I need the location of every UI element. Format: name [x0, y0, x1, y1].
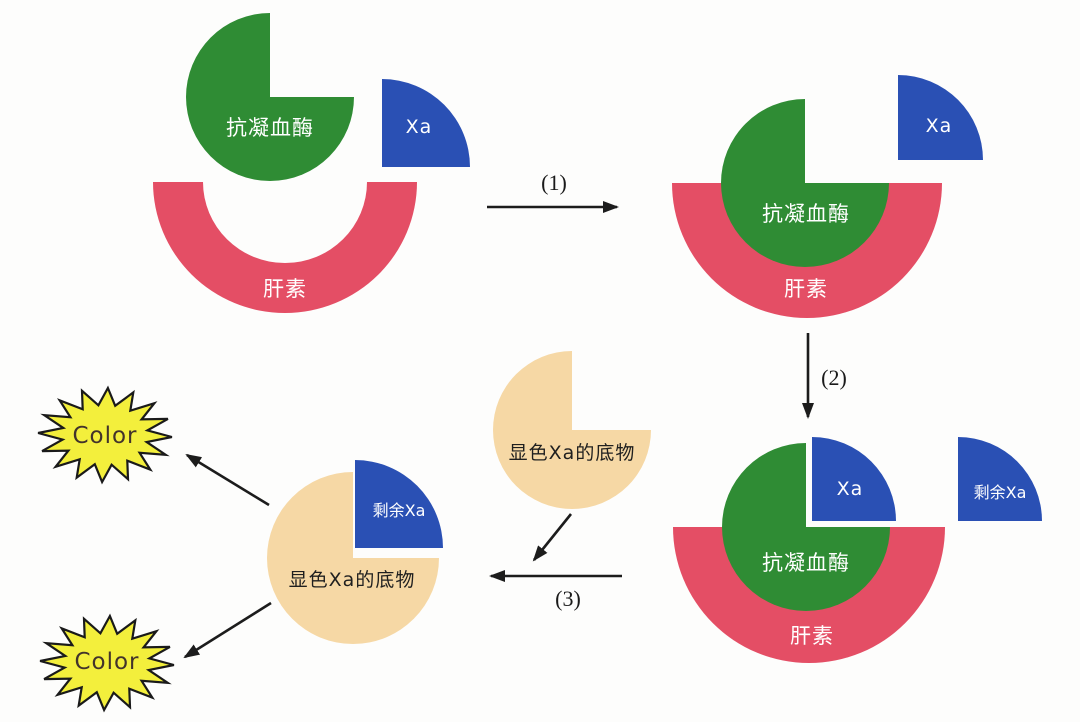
heparin-label-stage1: 肝素 — [263, 277, 307, 301]
color-arrow-bottom — [183, 601, 272, 659]
starburst-shape — [39, 613, 175, 713]
antithrombin-label-stage2: 抗凝血酶 — [762, 202, 850, 226]
factor-xa-label-stage2: Xa — [925, 115, 953, 137]
factor-xa-label-stage1: Xa — [405, 116, 433, 138]
color-label-top: Color — [72, 423, 138, 449]
step1-label: (1) — [541, 170, 567, 195]
color-arrow-top — [185, 453, 270, 507]
antithrombin-shape-stage1 — [186, 13, 354, 181]
step3-label: (3) — [555, 586, 581, 611]
substrate-label-free: 显色Xa的底物 — [508, 442, 636, 464]
heparin-label-stage2: 肝素 — [784, 277, 828, 301]
color-starburst-bottom — [39, 613, 175, 713]
color-starburst-top — [37, 385, 173, 485]
step2-label: (2) — [821, 365, 847, 390]
substrate-shape-free — [493, 351, 651, 509]
substrate-label-complex: 显色Xa的底物 — [288, 569, 416, 591]
residual-xa-label-stage3: 剩余Xa — [973, 483, 1027, 502]
antithrombin-label-stage1: 抗凝血酶 — [226, 116, 314, 140]
antithrombin-shape-stage2 — [721, 99, 889, 267]
residual-xa-label-complex: 剩余Xa — [372, 501, 426, 520]
color-label-bottom: Color — [74, 649, 140, 675]
antithrombin-label-stage3: 抗凝血酶 — [762, 551, 850, 575]
starburst-shape — [37, 385, 173, 485]
heparin-ring-hole — [203, 182, 367, 263]
substrate-addition-arrow — [532, 513, 573, 562]
bound-factor-xa-label-stage3: Xa — [836, 478, 864, 500]
residual-xa-shape-stage3 — [958, 437, 1042, 521]
heparin-label-stage3: 肝素 — [790, 624, 834, 648]
